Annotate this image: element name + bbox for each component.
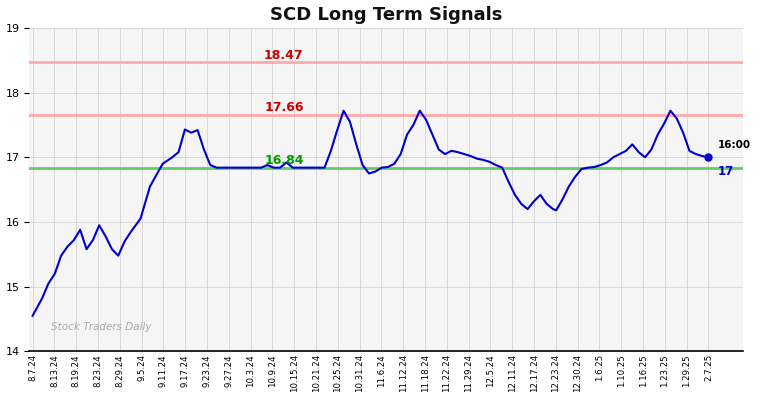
Text: 18.47: 18.47 (264, 49, 303, 62)
Text: Stock Traders Daily: Stock Traders Daily (51, 322, 151, 332)
Text: 17.66: 17.66 (264, 101, 303, 114)
Text: 16:00: 16:00 (718, 140, 751, 150)
Text: 17: 17 (718, 165, 735, 178)
Title: SCD Long Term Signals: SCD Long Term Signals (270, 6, 503, 23)
Text: 16.84: 16.84 (264, 154, 303, 168)
